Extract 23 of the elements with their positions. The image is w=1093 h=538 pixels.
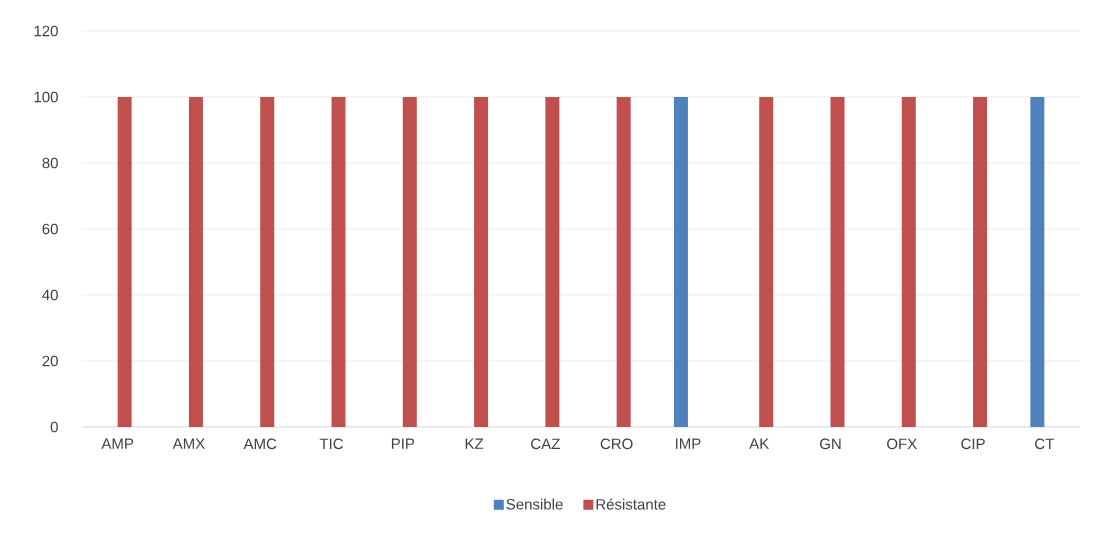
x-tick-label: IMP — [675, 438, 701, 449]
y-tick-label: 40 — [42, 289, 58, 301]
x-tick-label: AMX — [172, 438, 205, 449]
legend-label: Sensible — [506, 498, 563, 510]
y-tick-label: 100 — [34, 91, 58, 103]
y-tick-label: 60 — [42, 223, 58, 235]
x-tick-label: GN — [820, 438, 841, 450]
y-tick-label: 20 — [42, 355, 58, 367]
x-tick-label: AMC — [243, 438, 277, 450]
x-tick-label: KZ — [465, 438, 484, 449]
x-tick-label: AK — [749, 438, 770, 449]
x-tick-label: AMP — [101, 438, 134, 449]
x-tick-label: TIC — [319, 438, 344, 450]
y-tick-label: 120 — [34, 25, 58, 37]
x-tick-label: CRO — [600, 438, 633, 450]
x-tick-label: PIP — [391, 438, 415, 449]
legend-label: Résistante — [596, 498, 666, 510]
y-tick-label: 0 — [50, 421, 58, 433]
x-tick-label: CT — [1035, 438, 1054, 450]
x-tick-label: OFX — [887, 438, 917, 450]
x-tick-label: CAZ — [531, 438, 560, 450]
x-tick-label: CIP — [961, 438, 985, 450]
y-tick-label: 80 — [42, 157, 58, 169]
